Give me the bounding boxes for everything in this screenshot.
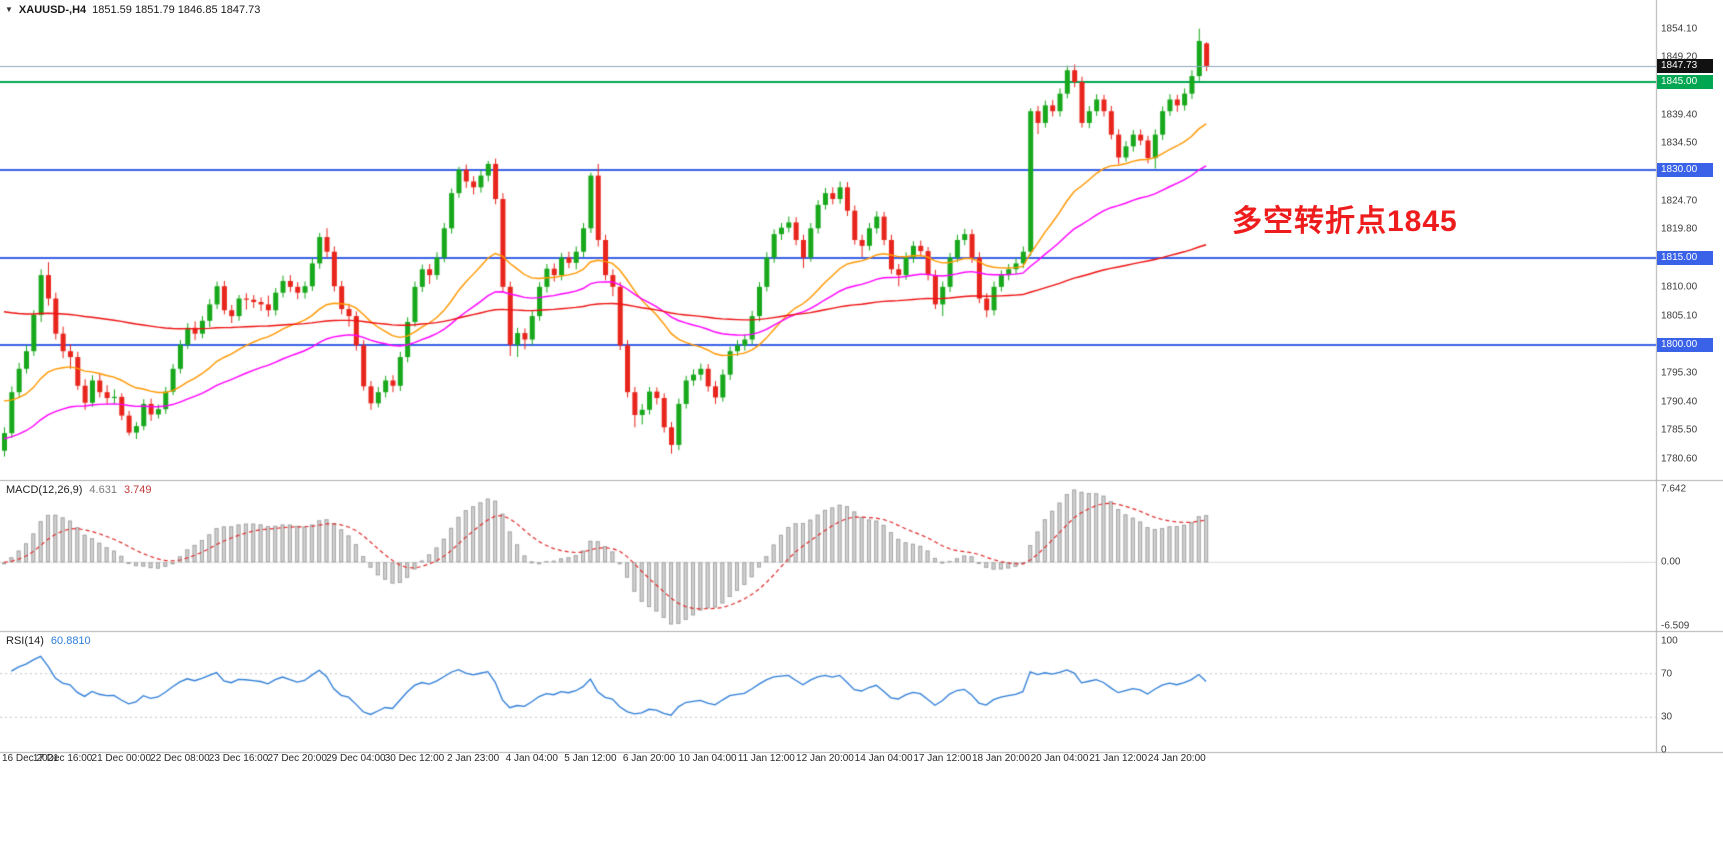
chart-canvas[interactable] <box>0 0 1723 842</box>
chart-window: ▼ XAUUSD-,H4 1851.59 1851.79 1846.85 184… <box>0 0 1723 842</box>
